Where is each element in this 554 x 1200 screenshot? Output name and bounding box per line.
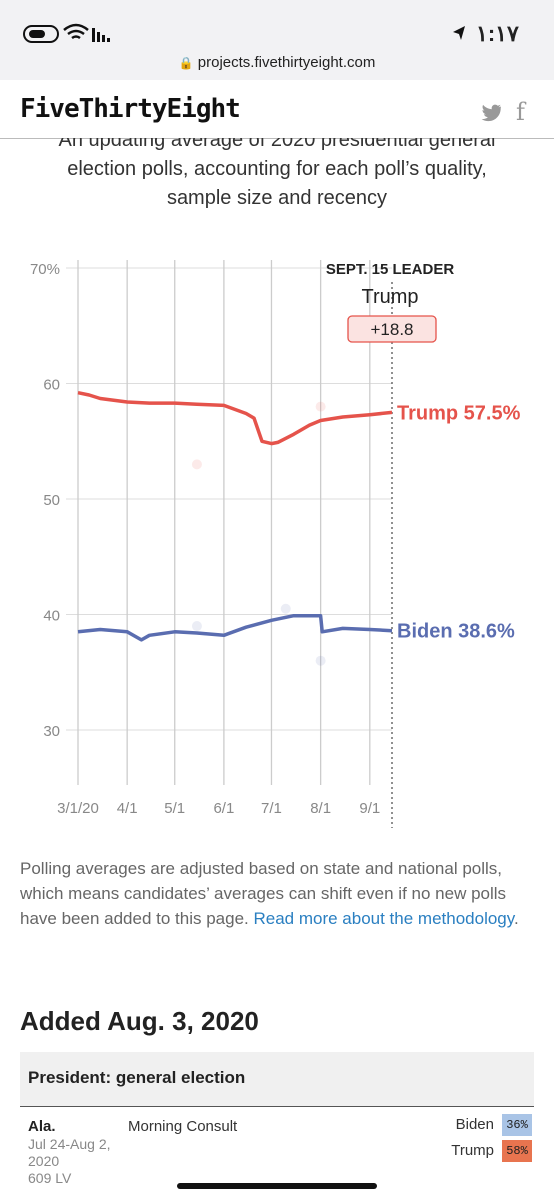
poll-dot	[315, 401, 326, 412]
leader-margin: +18.8	[370, 320, 413, 339]
y-tick-label: 40	[43, 608, 60, 625]
facebook-icon[interactable]: f	[516, 98, 525, 126]
leader-margin-box	[347, 315, 437, 343]
x-tick-label: 8/1	[310, 800, 331, 817]
y-tick-label: 70%	[30, 261, 60, 278]
poll-dates-block: Jul 24-Aug 2, 2020 609 LV	[28, 1136, 138, 1187]
y-tick-label: 50	[43, 492, 60, 509]
subtitle-line: sample size and recency	[166, 187, 388, 209]
poll-dot	[280, 603, 291, 614]
result-value-biden: 36%	[502, 1114, 532, 1136]
lock-icon: 🔒	[178, 56, 194, 70]
status-icons	[23, 23, 465, 43]
end-label-biden: Biden 38.6%	[397, 621, 515, 643]
methodology-link[interactable]: Read more about the methodology	[253, 909, 514, 928]
note-text: Polling averages are adjusted based on s…	[20, 859, 507, 928]
x-tick-label: 6/1	[213, 800, 234, 817]
poll-dot	[315, 655, 326, 666]
section-title: President: general election	[28, 1068, 246, 1087]
series-line-trump	[77, 390, 393, 446]
y-tick-label: 30	[43, 723, 60, 740]
x-tick-label: 7/1	[261, 800, 282, 817]
poll-sample: 609 LV	[28, 1170, 72, 1186]
poll-pollster[interactable]: Morning Consult	[128, 1118, 238, 1135]
added-heading: Added Aug. 3, 2020	[20, 1006, 259, 1036]
twitter-icon[interactable]	[480, 104, 502, 122]
x-tick-label: 3/1/20	[57, 800, 99, 817]
series-lines	[77, 390, 393, 642]
poll-dot	[191, 459, 202, 470]
x-tick-label: 4/1	[117, 800, 138, 817]
result-candidate-trump: Trump	[451, 1142, 494, 1159]
poll-row[interactable]: Ala. Jul 24-Aug 2, 2020 609 LV Morning C…	[20, 1108, 534, 1200]
poll-dates: Jul 24-Aug 2, 2020	[28, 1136, 111, 1169]
leader-heading: SEPT. 15 LEADER	[326, 261, 455, 278]
result-candidate-biden: Biden	[455, 1116, 494, 1133]
wifi-icon	[63, 23, 89, 40]
toggle-icon	[23, 25, 59, 43]
section-header: President: general election	[20, 1052, 534, 1107]
note-tail: .	[514, 909, 519, 928]
result-value-trump: 58%	[502, 1140, 532, 1162]
x-tick-label: 5/1	[164, 800, 185, 817]
end-label-trump: Trump 57.5%	[397, 402, 521, 424]
subtitle-line: election polls, accounting for each poll…	[67, 158, 487, 180]
signal-icon	[92, 28, 110, 42]
x-tick-label: 9/1	[359, 800, 380, 817]
methodology-note: Polling averages are adjusted based on s…	[20, 856, 534, 931]
leader-name: Trump	[361, 286, 418, 308]
home-indicator	[177, 1183, 377, 1189]
chart-grid: 70% 60 50 40 30 3/1/20 4/1 5/1 6/1 7/1 8/1 9/1	[30, 260, 393, 828]
poll-dot	[191, 621, 202, 632]
chart-labels: Trump 57.5% Biden 38.6% SEPT. 15 LEADER Tru…	[326, 261, 521, 643]
location-icon	[453, 26, 465, 40]
status-bar: ١:١٧	[0, 0, 554, 52]
y-tick-label: 60	[43, 377, 60, 394]
poll-state: Ala.	[28, 1118, 56, 1135]
polling-average-chart: 70% 60 50 40 30 3/1/20 4/1 5/1 6/1 7/1 8/1 9/1 Trum…	[30, 260, 521, 828]
status-time: ١:١٧	[476, 21, 519, 46]
site-logo[interactable]: FiveThirtyEight	[20, 94, 241, 124]
url-text: projects.fivethirtyeight.com	[197, 54, 376, 71]
address-bar[interactable]: 🔒 projects.fivethirtyeight.com	[0, 52, 554, 80]
chart-subtitle: An updating average of 2020 presidential…	[20, 126, 534, 213]
series-line-biden	[77, 613, 393, 642]
poll-dots	[191, 401, 326, 666]
